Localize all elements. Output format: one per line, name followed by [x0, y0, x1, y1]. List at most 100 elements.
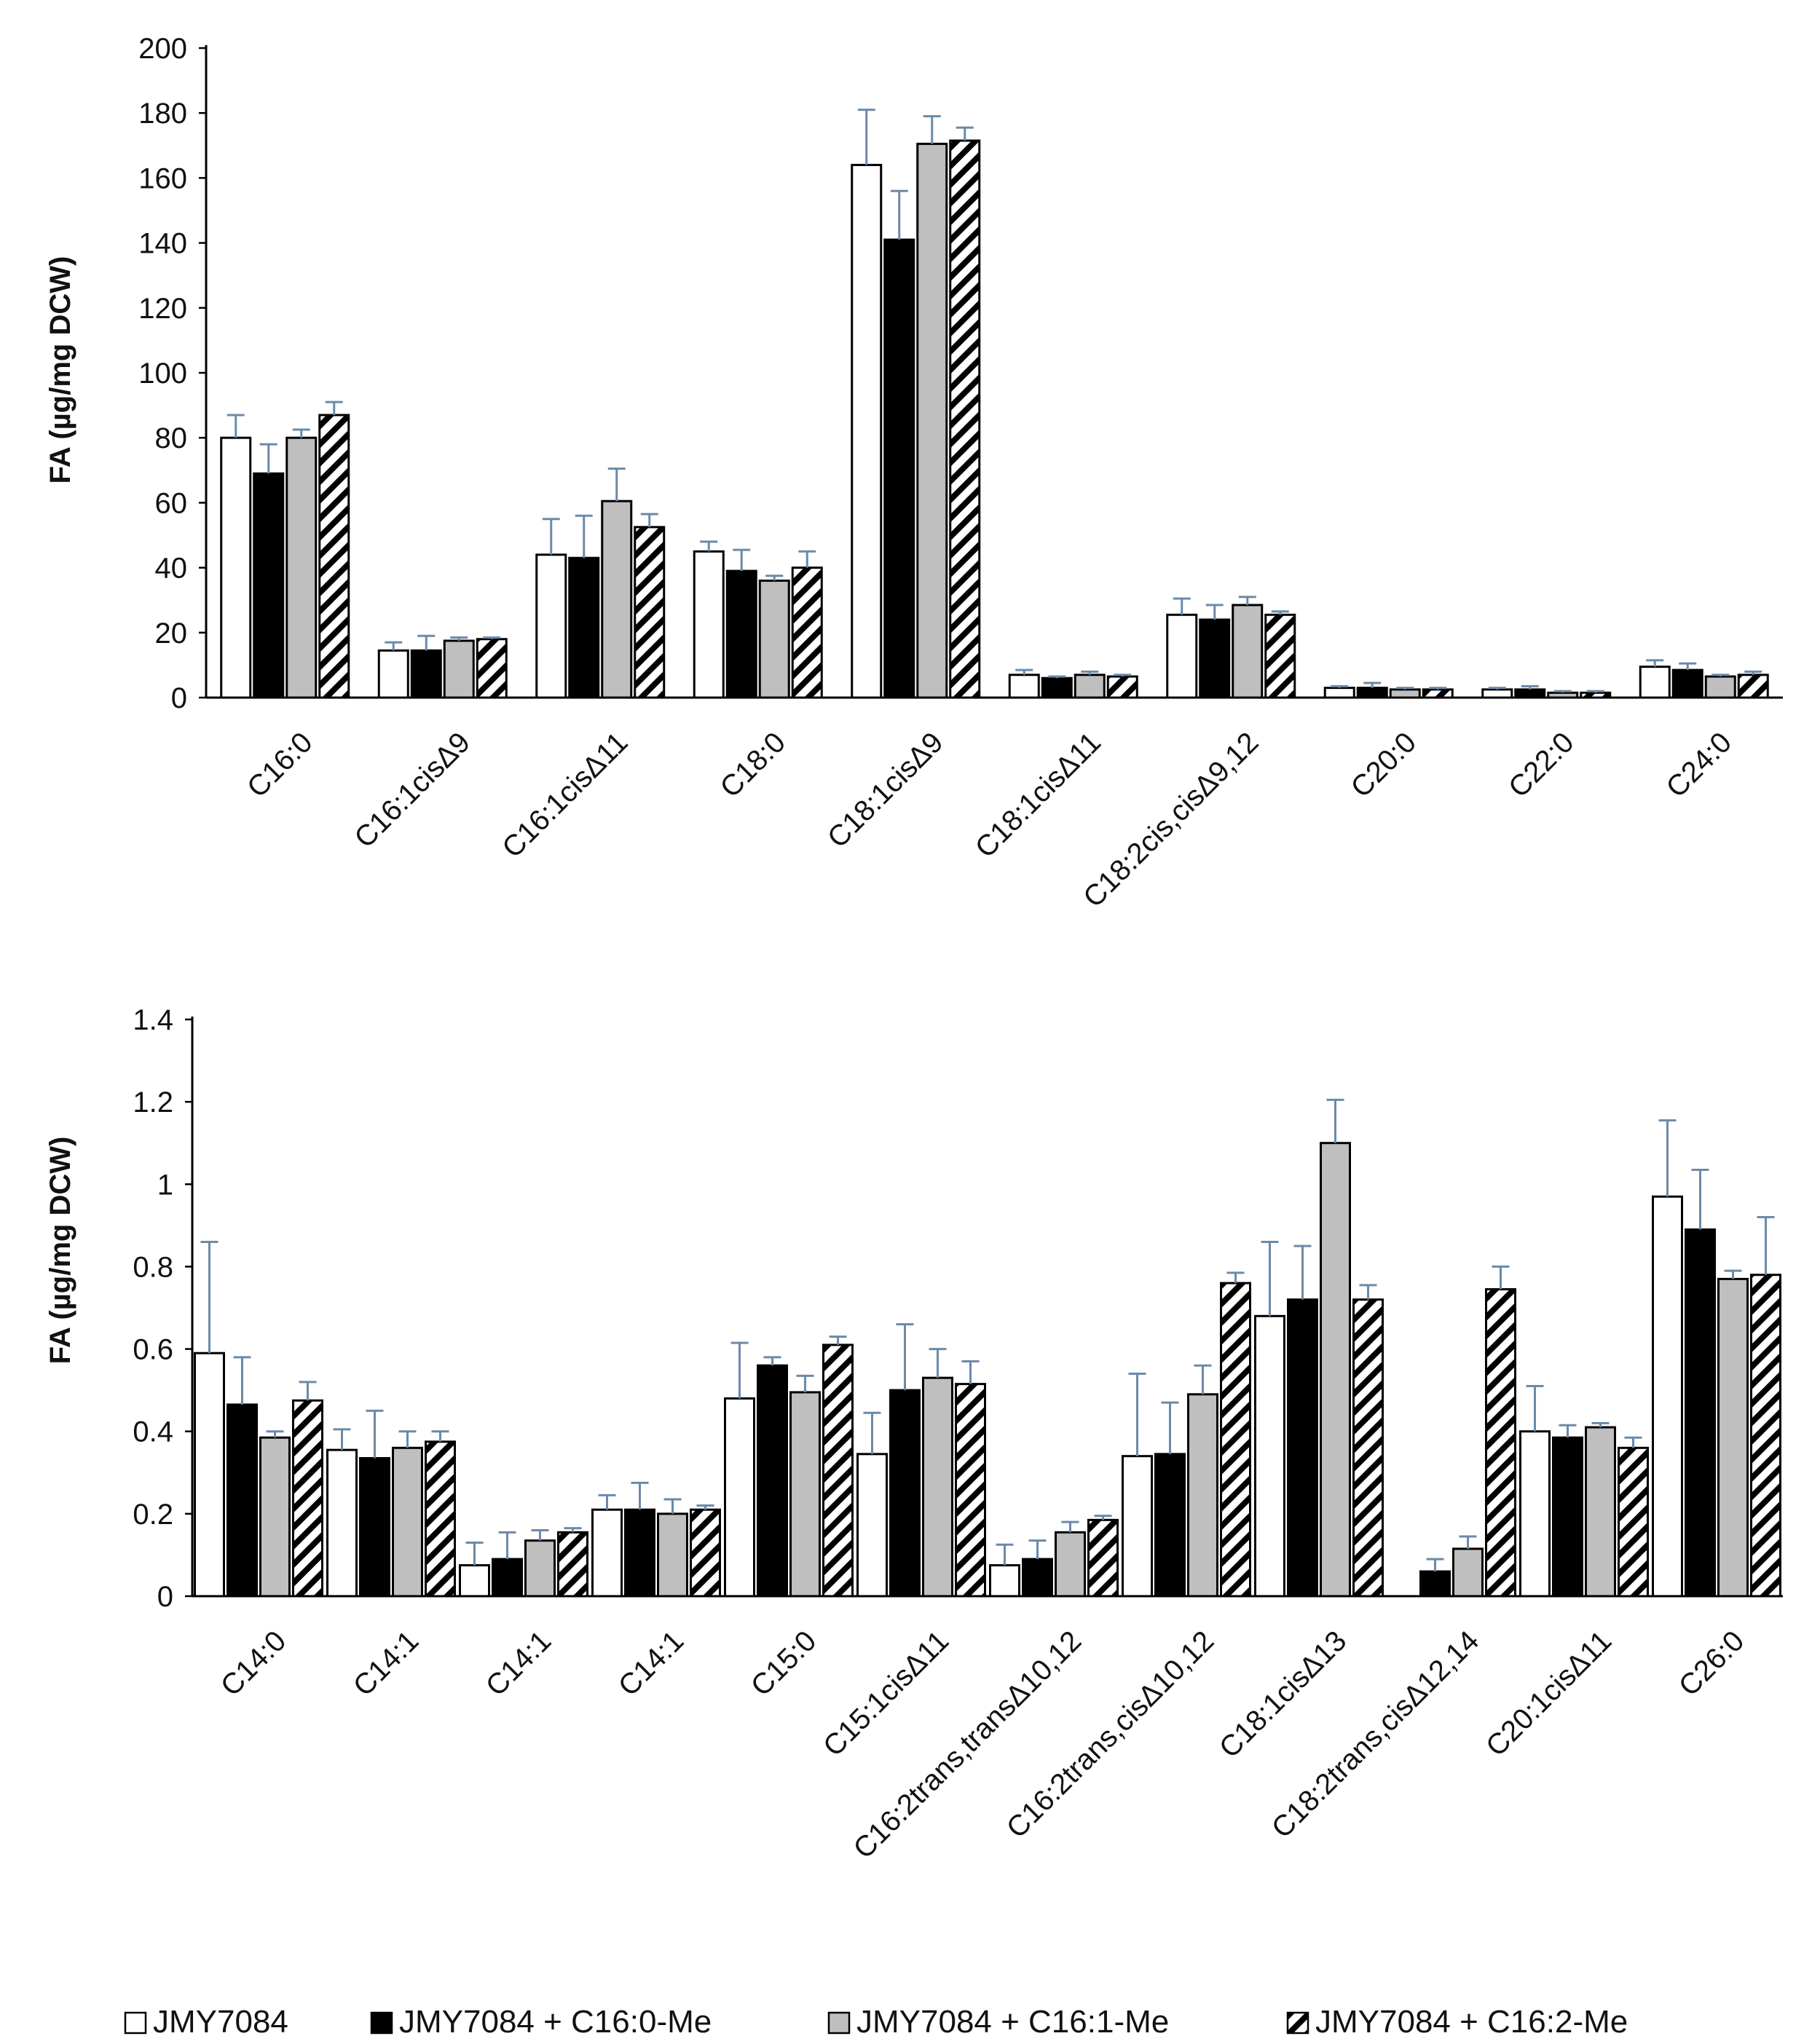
- x-category-label: C16:1cisΔ9: [348, 726, 476, 854]
- bar-jmy7084-c16-2-me-c20-1cis-11: [1618, 1446, 1649, 1598]
- chart-top: FA (µg/mg DCW) 0 20 40 60 80 100 120 140 160 180 2…: [44, 33, 1783, 914]
- x-category-label: C18:1cisΔ13: [1213, 1625, 1353, 1764]
- legend: JMY7084 JMY7084 + C16:0-Me JMY7084 + C16…: [124, 2004, 1628, 2040]
- y-tick-label: 0.6: [133, 1334, 173, 1366]
- bar-jmy7084-c16-1-me-c14-1: [524, 1539, 556, 1598]
- y-tick-label: 1.2: [133, 1086, 173, 1118]
- bar-jmy7084-c16-1-me-c15-0: [789, 1391, 821, 1598]
- bar-jmy7084-c16-0-me-c24-0: [1671, 668, 1703, 699]
- x-category-label: C18:0: [714, 726, 792, 804]
- bar-jmy7084-c16-2-me-c16-2trans-trans-10-12: [1087, 1518, 1119, 1598]
- legend-swatch-c16-1-me: [827, 2011, 851, 2035]
- x-category-label: C20:1cisΔ11: [1480, 1625, 1618, 1762]
- x-category-label: C15:0: [745, 1625, 823, 1702]
- bar-jmy7084-c16-0-me-c20-1cis-11: [1552, 1436, 1583, 1598]
- legend-swatch-jmy7084: [124, 2011, 147, 2035]
- bar-jmy7084-c16-0-me-c15-0: [757, 1364, 788, 1598]
- bar-jmy7084-c16-1-me-c16-1cis-9: [443, 639, 475, 699]
- bar-jmy7084-c16-0-me-c18-1cis-13: [1287, 1298, 1318, 1598]
- bar-jmy7084-c16-1-me-c15-1cis-11: [922, 1376, 953, 1598]
- x-category-label: C24:0: [1661, 726, 1738, 804]
- bar-jmy7084-c14-1: [459, 1564, 490, 1598]
- x-category-label: C16:0: [241, 726, 319, 804]
- bar-jmy7084-c16-2-me-c15-0: [822, 1343, 854, 1598]
- bar-jmy7084-c16-2-me-c15-1cis-11: [955, 1383, 986, 1598]
- y-tick-label: 60: [155, 487, 188, 519]
- bar-jmy7084-c16-1-me-c14-0: [259, 1436, 291, 1598]
- bar-jmy7084-c16-2-me-c20-0: [1422, 688, 1454, 699]
- y-tick-label: 40: [155, 553, 188, 585]
- y-tick-label: 0.8: [133, 1251, 173, 1283]
- chart-bottom-ylabel: FA (µg/mg DCW): [44, 1137, 76, 1365]
- bar-jmy7084-c16-2trans-cis-10-12: [1122, 1455, 1153, 1598]
- bar-jmy7084-c16-0-me-c18-2trans-cis-12-14: [1419, 1570, 1451, 1598]
- bar-jmy7084-c18-1cis-11: [1008, 674, 1040, 699]
- legend-label: JMY7084: [153, 2004, 288, 2040]
- y-tick-label: 180: [138, 98, 187, 130]
- y-tick-label: 100: [138, 358, 187, 390]
- bar-jmy7084-c16-2-me-c18-1cis-11: [1106, 675, 1138, 699]
- bar-jmy7084-c16-1-me-c18-1cis-13: [1320, 1142, 1351, 1598]
- bar-jmy7084-c16-2-me-c18-0: [791, 567, 823, 699]
- chart-top-ylabel: FA (µg/mg DCW): [44, 256, 76, 484]
- bar-jmy7084-c16-1-me-c20-0: [1389, 688, 1421, 699]
- bar-jmy7084-c16-0-me-c14-1: [359, 1456, 390, 1598]
- x-category-label: C22:0: [1502, 726, 1580, 804]
- bar-jmy7084-c16-0-me-c16-1cis-11: [568, 556, 600, 699]
- x-category-label: C20:0: [1345, 726, 1423, 804]
- bar-jmy7084-c16-0-me-c16-2trans-cis-10-12: [1154, 1453, 1186, 1598]
- x-category-label: C14:1: [480, 1625, 558, 1702]
- bar-jmy7084-c16-1cis-11: [535, 553, 567, 699]
- bar-jmy7084-c16-2-me-c18-1cis-9: [949, 139, 981, 699]
- y-tick-label: 200: [138, 33, 187, 65]
- y-tick-label: 80: [155, 422, 188, 454]
- bar-jmy7084-c16-1-me-c20-1cis-11: [1585, 1426, 1616, 1598]
- bar-jmy7084-c16-2-me-c16-2trans-cis-10-12: [1220, 1282, 1251, 1598]
- bar-jmy7084-c20-0: [1323, 687, 1355, 699]
- bar-jmy7084-c18-0: [693, 550, 725, 699]
- legend-swatch-c16-0-me: [370, 2011, 393, 2035]
- bar-jmy7084-c16-2-me-c26-0: [1750, 1274, 1781, 1598]
- x-category-label: C14:1: [612, 1625, 690, 1702]
- x-category-label: C18:1cisΔ9: [822, 726, 950, 854]
- bar-jmy7084-c16-0-me-c18-1cis-9: [883, 238, 915, 699]
- bar-jmy7084-c14-1: [591, 1508, 623, 1598]
- bar-jmy7084-c16-0-me-c18-2cis-cis-9-12: [1199, 618, 1231, 699]
- y-tick-label: 1.4: [133, 1004, 173, 1036]
- bar-jmy7084-c16-0-me-c14-1: [492, 1558, 523, 1598]
- bar-jmy7084-c16-2-me-c22-0: [1580, 691, 1612, 699]
- bar-jmy7084-c16-2trans-trans-10-12: [989, 1564, 1020, 1598]
- x-category-label: C15:1cisΔ11: [817, 1625, 955, 1762]
- bar-jmy7084-c16-1-me-c18-2cis-cis-9-12: [1232, 604, 1264, 699]
- legend-label: JMY7084 + C16:2-Me: [1315, 2004, 1628, 2040]
- bar-jmy7084-c16-0-me-c14-0: [227, 1403, 258, 1598]
- bar-jmy7084-c16-0-me-c18-1cis-11: [1041, 676, 1073, 699]
- y-tick-label: 120: [138, 293, 187, 325]
- bar-jmy7084-c16-1-me-c16-2trans-trans-10-12: [1055, 1531, 1086, 1598]
- bar-jmy7084-c16-0-me-c16-2trans-trans-10-12: [1022, 1558, 1053, 1598]
- bar-jmy7084-c15-1cis-11: [856, 1453, 888, 1598]
- legend-label: JMY7084 + C16:1-Me: [856, 2004, 1169, 2040]
- bar-jmy7084-c16-2-me-c16-0: [318, 414, 350, 699]
- bar-jmy7084-c16-1-me-c14-1: [657, 1512, 688, 1598]
- bar-jmy7084-c16-2-me-c14-1: [425, 1440, 456, 1598]
- x-category-label: C18:1cisΔ11: [969, 726, 1107, 864]
- bar-jmy7084-c16-1-me-c18-0: [758, 579, 790, 699]
- x-category-label: C16:2trans,transΔ10,12: [847, 1625, 1087, 1865]
- bar-jmy7084-c14-1: [326, 1448, 358, 1598]
- bar-jmy7084-c16-2-me-c14-1: [557, 1531, 588, 1598]
- bar-jmy7084-c16-1-me-c16-0: [285, 436, 318, 699]
- bar-jmy7084-c16-1cis-9: [377, 649, 409, 699]
- y-tick-label: 20: [155, 617, 188, 650]
- bar-jmy7084-c16-0-me-c15-1cis-11: [889, 1389, 921, 1598]
- y-tick-label: 0.4: [133, 1416, 173, 1448]
- bar-jmy7084-c16-0-me-c16-0: [253, 472, 285, 699]
- x-category-label: C26:0: [1673, 1625, 1751, 1702]
- bar-jmy7084-c26-0: [1652, 1195, 1683, 1598]
- legend-item-c16-0-me: JMY7084 + C16:0-Me: [370, 2004, 712, 2040]
- bar-jmy7084-c16-1-me-c16-1cis-11: [601, 500, 633, 699]
- bar-jmy7084-c16-2-me-c14-1: [690, 1508, 721, 1598]
- legend-item-c16-2-me: JMY7084 + C16:2-Me: [1286, 2004, 1628, 2040]
- y-tick-label: 1: [157, 1169, 173, 1201]
